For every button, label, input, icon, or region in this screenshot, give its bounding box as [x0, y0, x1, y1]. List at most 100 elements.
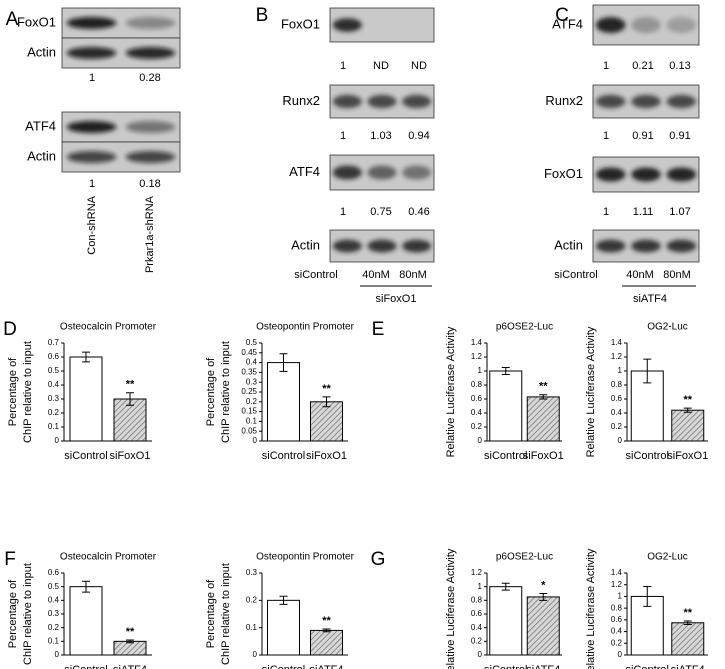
- error-bar: [501, 367, 510, 375]
- chart-title: Osteocalcin Promoter: [60, 322, 157, 333]
- y-tick-label: 0.3: [48, 609, 60, 618]
- significance: *: [541, 579, 546, 591]
- bar: [489, 586, 523, 656]
- significance: **: [126, 626, 135, 638]
- x-tick-label: siControl: [262, 664, 305, 669]
- y-tick-label: 0.6: [611, 394, 623, 403]
- blot-band: [367, 239, 397, 253]
- bar: [267, 599, 300, 656]
- chart-title: p6OSE2-Luc: [496, 552, 553, 563]
- y-axis-label: Relative Luciferase Activity: [585, 548, 597, 669]
- lane-label: 40nM: [626, 269, 654, 281]
- y-tick-label: 1.4: [611, 338, 623, 347]
- blot-band: [332, 94, 362, 109]
- y-tick-label: 1.4: [611, 568, 623, 577]
- y-tick-label: 0.2: [48, 623, 60, 632]
- y-tick-label: 0.3: [246, 377, 258, 386]
- blot-band: [666, 94, 697, 109]
- y-tick-label: 0.5: [246, 338, 258, 347]
- x-tick-label: siFoxO1: [110, 450, 151, 462]
- y-axis-label: Percentage of: [205, 579, 217, 648]
- y-tick-label: 1: [618, 592, 623, 601]
- chart-title: Osteocalcin Promoter: [60, 552, 157, 563]
- y-axis-label: Percentage of: [205, 357, 217, 426]
- bar: [671, 622, 705, 656]
- y-tick-label: 1.2: [611, 580, 623, 589]
- y-tick-label: 1.2: [471, 352, 483, 361]
- error-bar: [501, 582, 510, 591]
- error-bar: [683, 620, 692, 626]
- bar: [69, 356, 103, 442]
- y-tick-label: 0.3: [246, 568, 258, 577]
- y-tick-label: 0.1: [48, 422, 60, 431]
- blot-band: [66, 121, 117, 133]
- quantification: 1: [603, 60, 609, 72]
- blot-band: [631, 17, 661, 33]
- x-tick-label: siATF4: [113, 664, 147, 669]
- blot-band: [367, 165, 397, 180]
- error-bar: [279, 353, 288, 372]
- x-tick-label: siControl: [626, 664, 669, 669]
- blot-band: [332, 239, 362, 253]
- chart-title: OG2-Luc: [647, 322, 688, 333]
- y-tick-label: 0.6: [471, 394, 483, 403]
- blot-band: [631, 239, 661, 253]
- x-tick-label: siFoxO1: [667, 450, 708, 462]
- quantification: ND: [411, 60, 427, 72]
- blot-band: [66, 151, 117, 163]
- blot-band: [125, 121, 176, 133]
- y-tick-label: 0.8: [611, 603, 623, 612]
- blot-band: [631, 94, 661, 109]
- blot-band: [66, 47, 117, 59]
- blot-label: FoxO1: [544, 166, 583, 181]
- blot-band: [595, 239, 626, 253]
- y-tick-label: 0: [253, 650, 258, 659]
- bar: [310, 629, 343, 656]
- blot-band: [666, 17, 697, 33]
- bar: [310, 401, 343, 442]
- blot-band: [666, 239, 697, 253]
- blot-label: Actin: [27, 148, 56, 163]
- error-bar: [82, 580, 90, 593]
- y-axis-label: ChIP relative to input: [220, 341, 232, 443]
- y-axis-label: Relative Luciferase Activity: [585, 326, 597, 457]
- panel-label: D: [3, 319, 17, 340]
- blot-label: Actin: [554, 237, 583, 252]
- x-tick-label: siControl: [484, 664, 527, 669]
- blot-band: [402, 239, 432, 253]
- y-tick-label: 0.4: [48, 380, 60, 389]
- y-tick-label: 0: [55, 650, 60, 659]
- quantification: 0.75: [370, 206, 391, 218]
- blot-band: [367, 94, 397, 109]
- error-bar: [279, 595, 288, 605]
- error-bar: [539, 593, 548, 601]
- y-tick-label: 0: [618, 650, 623, 659]
- y-tick-label: 0.1: [48, 636, 60, 645]
- significance: **: [126, 379, 135, 391]
- y-tick-label: 0: [478, 436, 483, 445]
- error-bar: [683, 407, 692, 413]
- y-tick-label: 1.2: [611, 352, 623, 361]
- chart-title: Osteopontin Promoter: [256, 322, 354, 333]
- significance: **: [322, 383, 331, 395]
- quantification: 0.28: [139, 72, 160, 84]
- blot-band: [595, 94, 626, 109]
- x-tick-label: siFoxO1: [306, 450, 347, 462]
- y-tick-label: 0.6: [471, 609, 483, 618]
- y-tick-label: 0.2: [611, 422, 623, 431]
- blot-band: [666, 167, 697, 182]
- lane-label: 80nM: [663, 269, 691, 281]
- y-axis-label: ChIP relative to input: [220, 563, 232, 665]
- y-tick-label: 0.25: [241, 387, 257, 396]
- y-tick-label: 0: [55, 436, 60, 445]
- quantification: 1: [603, 130, 609, 142]
- y-tick-label: 0.2: [471, 636, 483, 645]
- y-axis-label: Percentage of: [7, 357, 19, 426]
- y-axis-label: ChIP relative to input: [22, 563, 34, 665]
- error-bar: [643, 585, 652, 607]
- y-tick-label: 0.4: [611, 627, 623, 636]
- y-tick-label: 0.4: [48, 595, 60, 604]
- error-bar: [322, 628, 331, 633]
- bar: [113, 398, 147, 442]
